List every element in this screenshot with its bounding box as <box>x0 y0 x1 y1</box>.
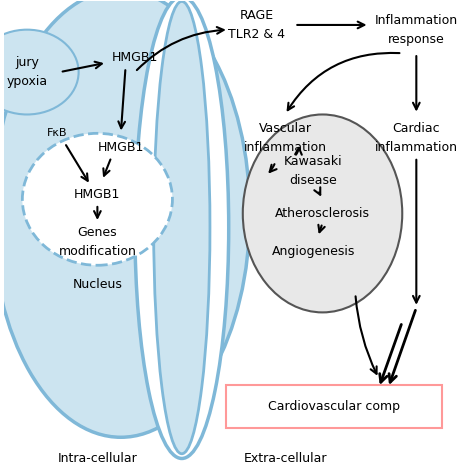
Ellipse shape <box>135 0 229 458</box>
Text: Cardiac: Cardiac <box>392 122 440 135</box>
Ellipse shape <box>0 0 250 438</box>
Text: Kawasaki: Kawasaki <box>284 155 342 168</box>
Text: ypoxia: ypoxia <box>7 75 47 88</box>
Text: disease: disease <box>289 174 337 187</box>
FancyBboxPatch shape <box>227 385 442 428</box>
Text: TLR2 & 4: TLR2 & 4 <box>228 28 285 41</box>
Text: Intra-cellular: Intra-cellular <box>57 452 137 465</box>
Text: FκB: FκB <box>47 128 68 138</box>
Text: HMGB1: HMGB1 <box>74 188 120 201</box>
Text: inflammation: inflammation <box>244 141 327 154</box>
Text: HMGB1: HMGB1 <box>112 52 158 64</box>
Text: Vascular: Vascular <box>258 122 311 135</box>
Text: Cardiovascular comp: Cardiovascular comp <box>268 400 400 413</box>
Text: response: response <box>388 33 445 46</box>
Text: Angiogenesis: Angiogenesis <box>272 245 355 258</box>
Ellipse shape <box>22 133 173 265</box>
Ellipse shape <box>243 115 402 312</box>
Text: jury: jury <box>15 56 39 69</box>
Text: RAGE: RAGE <box>240 9 274 22</box>
Text: Inflammation: Inflammation <box>375 14 458 27</box>
Ellipse shape <box>0 30 79 115</box>
Text: modification: modification <box>58 245 137 258</box>
Text: Atherosclerosis: Atherosclerosis <box>275 207 370 220</box>
Text: HMGB1: HMGB1 <box>98 141 144 154</box>
Text: Extra-cellular: Extra-cellular <box>243 452 327 465</box>
Text: Genes: Genes <box>78 226 117 239</box>
Text: Nucleus: Nucleus <box>73 278 122 291</box>
Text: inflammation: inflammation <box>375 141 458 154</box>
Ellipse shape <box>154 1 210 454</box>
